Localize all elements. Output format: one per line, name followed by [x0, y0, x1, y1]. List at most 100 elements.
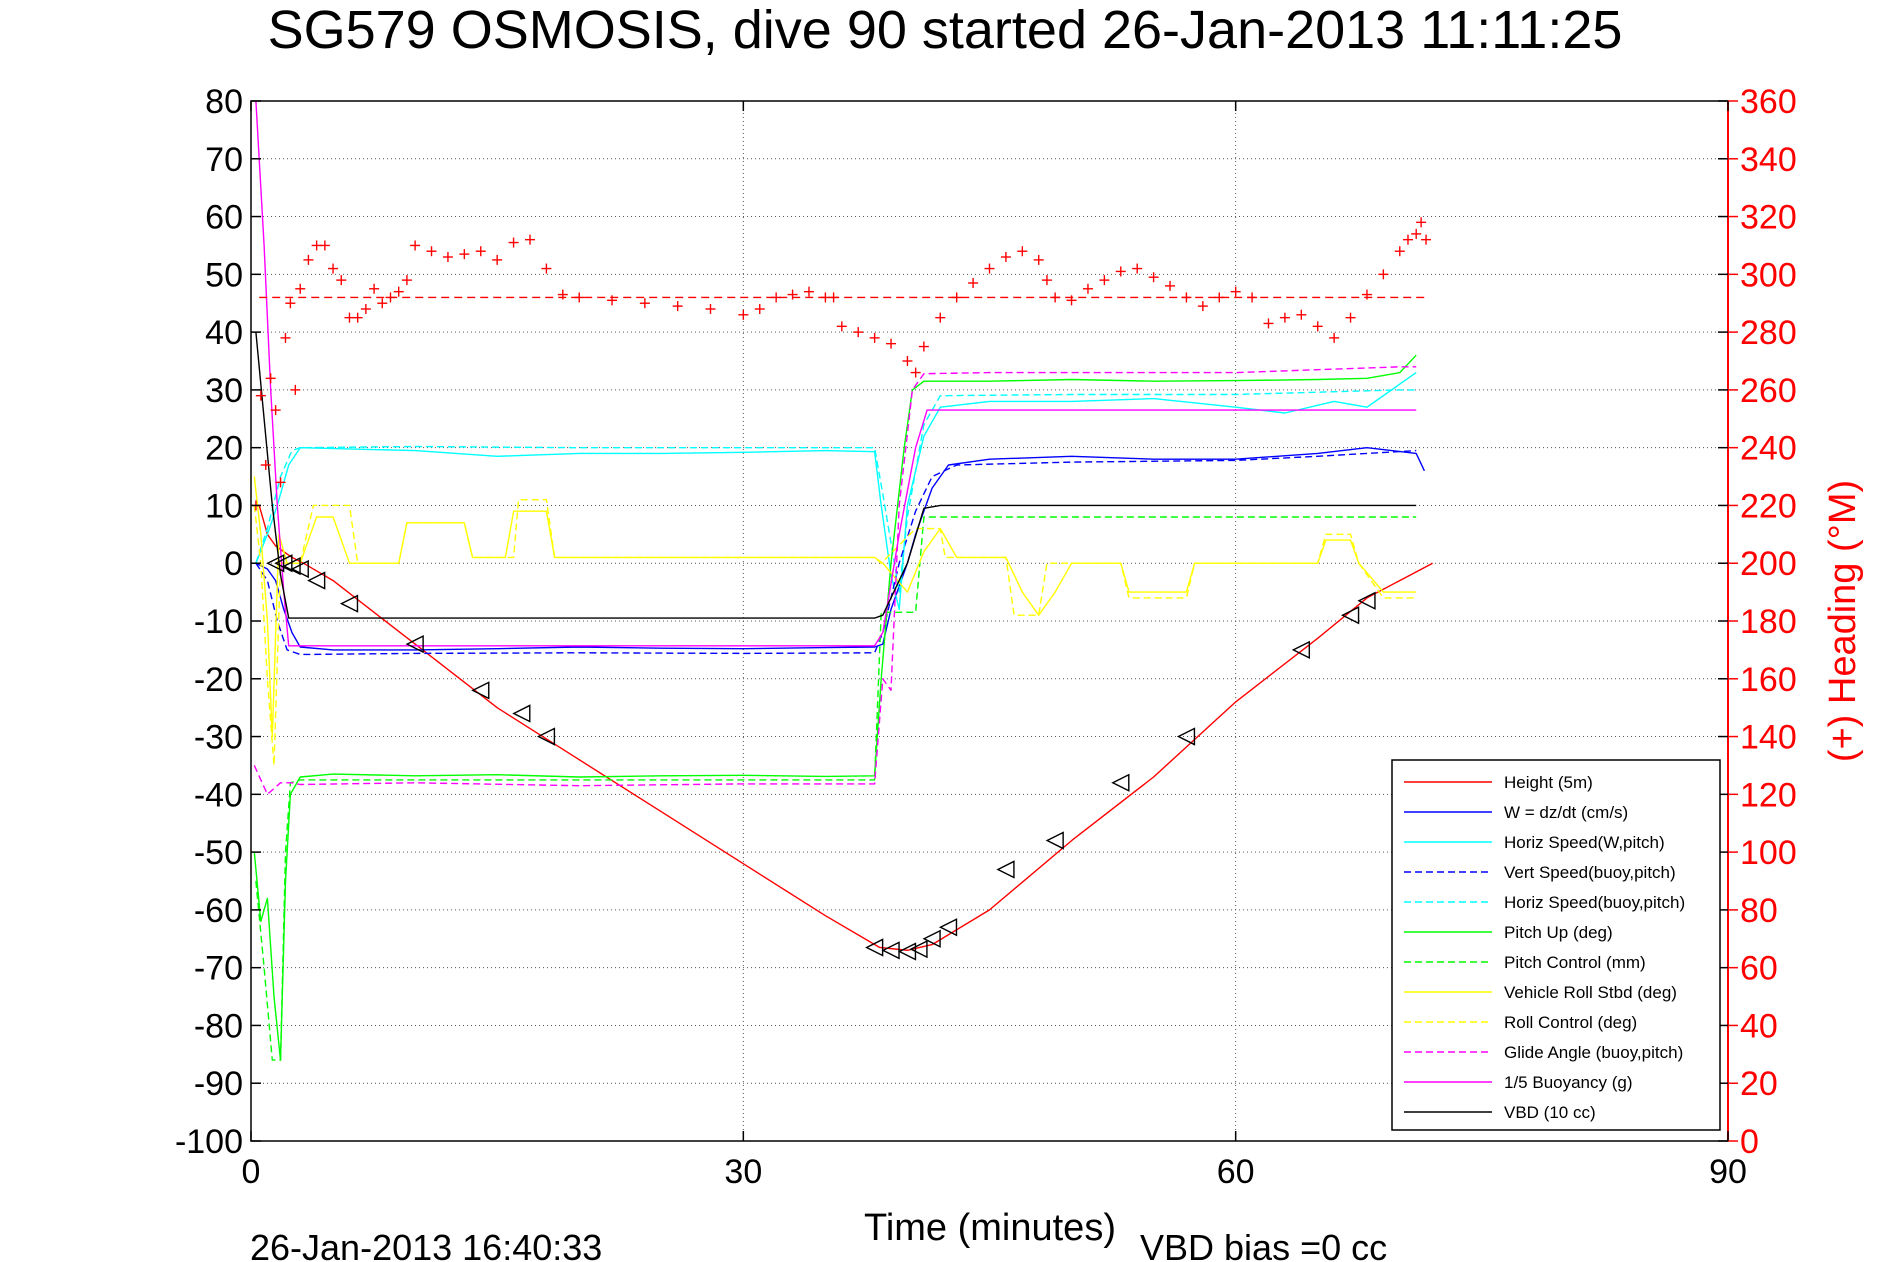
waypoint-marker: [274, 554, 293, 573]
heading-marker: [275, 477, 286, 488]
left-tick-label: -80: [194, 1007, 243, 1045]
waypoint-marker: [1045, 831, 1064, 850]
left-tick-label: 40: [205, 314, 243, 352]
heading-marker: [1329, 332, 1340, 343]
bottom-tick-label: 90: [1709, 1153, 1747, 1191]
heading-marker: [1279, 312, 1290, 323]
series-pitch-up-deg: [253, 354, 1417, 1061]
waypoint-marker: [471, 681, 490, 700]
legend-entry: 1/5 Buoyancy (g): [1404, 1073, 1633, 1092]
heading-marker: [270, 405, 281, 416]
heading-marker: [705, 304, 716, 314]
waypoint-marker: [290, 559, 309, 579]
heading-marker: [1099, 275, 1110, 286]
heading-marker: [984, 263, 995, 274]
legend-label: Horiz Speed(W,pitch): [1504, 833, 1665, 852]
legend-label: Pitch Control (mm): [1504, 953, 1646, 972]
legend-label: Vert Speed(buoy,pitch): [1504, 863, 1676, 882]
series-roll-control-deg: [253, 499, 1417, 767]
chart-title: SG579 OSMOSIS, dive 90 started 26-Jan-20…: [268, 0, 1623, 60]
waypoint-marker: [282, 556, 301, 576]
legend-entry: Vehicle Roll Stbd (deg): [1404, 983, 1677, 1002]
waypoint-marker: [266, 554, 285, 573]
heading-marker: [280, 332, 291, 343]
left-tick-label: -70: [194, 950, 243, 988]
waypoint-marker: [1291, 640, 1311, 660]
heading-marker: [1082, 283, 1093, 294]
legend-entry: Horiz Speed(buoy,pitch): [1404, 893, 1685, 912]
heading-marker: [1394, 246, 1405, 257]
heading-marker: [935, 312, 946, 323]
heading-marker: [607, 295, 618, 306]
right-tick-label: 80: [1740, 892, 1778, 930]
heading-marker: [836, 321, 847, 332]
heading-marker: [574, 292, 585, 303]
heading-marker: [738, 309, 749, 320]
waypoint-marker: [1340, 606, 1360, 625]
heading-marker: [1214, 292, 1225, 303]
heading-marker: [1165, 280, 1176, 291]
heading-marker: [285, 298, 296, 309]
heading-marker: [290, 384, 301, 395]
heading-marker: [828, 292, 839, 303]
heading-marker: [951, 292, 962, 303]
waypoint-marker: [922, 929, 941, 948]
heading-marker: [869, 332, 880, 343]
series-horiz-speed-w-pitch: [255, 372, 1417, 611]
legend-label: Pitch Up (deg): [1504, 923, 1613, 942]
right-tick-label: 20: [1740, 1065, 1778, 1103]
legend-entry: Roll Control (deg): [1404, 1013, 1637, 1032]
heading-marker: [260, 460, 271, 470]
heading-marker: [1181, 292, 1192, 303]
left-axis-ticks: 80 70 60 50 40 30 20 10 0 -10 -20 -30 -40 -50 -60 -70 -8…: [175, 83, 1728, 1161]
legend-entry: W = dz/dt (cm/s): [1404, 803, 1628, 822]
right-tick-label: 200: [1740, 545, 1797, 583]
heading-marker: [1378, 269, 1389, 280]
legend-entry: Height (5m): [1404, 773, 1593, 792]
right-tick-label: 300: [1740, 256, 1797, 294]
heading-marker: [508, 237, 519, 248]
left-tick-label: -100: [175, 1123, 243, 1161]
heading-marker: [541, 263, 552, 274]
series-horiz-speed-buoy-pitch: [255, 389, 1417, 593]
right-tick-label: 280: [1740, 314, 1797, 352]
x-axis-label: Time (minutes): [864, 1207, 1116, 1249]
legend-label: Glide Angle (buoy,pitch): [1504, 1043, 1683, 1062]
series-vbd-10-cc: [255, 332, 1417, 619]
left-tick-label: -50: [194, 834, 243, 872]
heading-marker: [377, 298, 388, 309]
legend-entry: Glide Angle (buoy,pitch): [1404, 1043, 1683, 1062]
series-1-5-buoyancy-g: [255, 101, 1417, 647]
heading-marker: [442, 252, 453, 262]
legend-label: Height (5m): [1504, 773, 1593, 792]
left-tick-label: -30: [194, 719, 243, 757]
heading-marker: [1115, 266, 1126, 277]
heading-marker: [336, 275, 347, 286]
right-tick-label: 100: [1740, 834, 1797, 872]
heading-marker: [255, 390, 266, 401]
waypoint-marker: [536, 727, 556, 746]
left-tick-label: -10: [194, 603, 243, 641]
right-tick-label: 180: [1740, 603, 1797, 641]
series-vert-speed-buoy-pitch: [255, 449, 1417, 656]
waypoint-marker: [881, 941, 900, 960]
marker-layer: [250, 217, 1432, 961]
heading-marker: [1411, 228, 1422, 239]
heading-marker: [1361, 289, 1372, 300]
heading-marker: [385, 292, 396, 303]
heading-marker: [1312, 321, 1323, 332]
legend-label: Roll Control (deg): [1504, 1013, 1637, 1032]
right-tick-label: 160: [1740, 661, 1797, 699]
bottom-axis-ticks: 0 30 60 90: [242, 101, 1747, 1191]
heading-marker: [886, 338, 897, 349]
left-tick-label: 10: [205, 487, 243, 525]
heading-marker: [1148, 272, 1159, 283]
left-tick-label: 30: [205, 372, 243, 410]
heading-marker: [1033, 254, 1044, 265]
heading-marker: [1050, 292, 1061, 303]
heading-marker: [1263, 318, 1274, 329]
legend-entry: Horiz Speed(W,pitch): [1404, 833, 1665, 852]
right-tick-label: 120: [1740, 776, 1797, 814]
waypoint-marker: [865, 938, 884, 957]
